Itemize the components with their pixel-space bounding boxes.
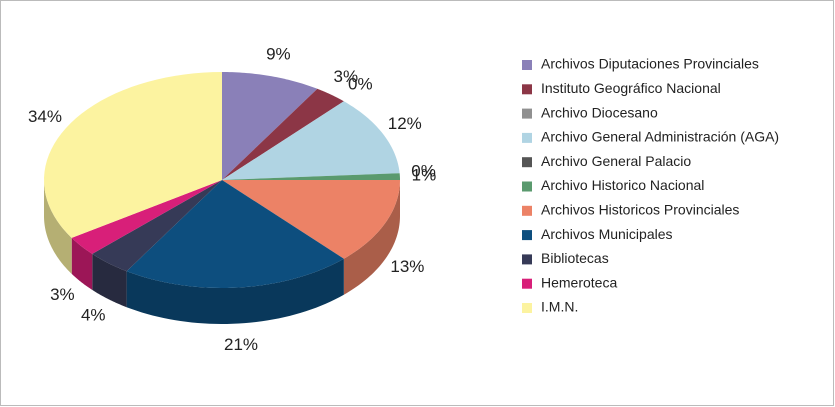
value-label: 0%: [348, 75, 373, 94]
slice-side: [92, 253, 127, 308]
legend-swatch: [522, 303, 532, 313]
legend-label: Archivo Diocesano: [541, 104, 658, 120]
value-label: 3%: [50, 285, 75, 304]
slice: [92, 180, 223, 272]
slice: [71, 180, 223, 254]
legend-swatch: [522, 278, 532, 289]
legend-swatch: [522, 254, 532, 265]
slice: [222, 88, 344, 180]
value-label: 34%: [28, 107, 62, 126]
legend-label: Archivo General Palacio: [541, 153, 691, 169]
slice: [222, 173, 400, 180]
slice: [222, 180, 400, 259]
legend-label: Hemeroteca: [541, 274, 617, 290]
legend-label: Bibliotecas: [541, 250, 609, 266]
slice: [222, 72, 318, 180]
value-label: 21%: [224, 335, 258, 354]
legend-swatch: [522, 132, 532, 143]
value-label: 9%: [266, 45, 291, 64]
legend-swatch: [522, 205, 532, 216]
value-label: 1%: [412, 165, 437, 184]
legend-swatch: [522, 60, 532, 70]
legend-label: Archivo General Administración (AGA): [541, 129, 779, 145]
value-label: 12%: [388, 114, 422, 133]
slice: [222, 101, 400, 180]
legend-label: I.M.N.: [541, 299, 578, 315]
legend-label: Archivos Historicos Provinciales: [541, 202, 739, 218]
value-label: 3%: [334, 67, 359, 86]
legend-swatch: [522, 84, 532, 95]
legend-swatch: [522, 108, 532, 119]
legend-swatch: [522, 230, 532, 241]
legend-swatch: [522, 157, 532, 168]
slice-side: [343, 180, 400, 295]
legend-label: Archivos Municipales: [541, 226, 673, 242]
legend-swatch: [522, 181, 532, 192]
slice-side: [126, 258, 344, 324]
slice-side: [44, 180, 72, 274]
value-label: 4%: [81, 306, 106, 325]
legend-label: Instituto Geográfico Nacional: [541, 80, 721, 96]
value-label: 13%: [390, 257, 424, 276]
value-label: 0%: [411, 161, 436, 180]
legend-label: Archivo Historico Nacional: [541, 177, 704, 193]
legend-label: Archivos Diputaciones Provinciales: [541, 56, 759, 72]
slice: [126, 180, 344, 288]
slice-side: [71, 237, 93, 290]
slice: [44, 72, 222, 238]
